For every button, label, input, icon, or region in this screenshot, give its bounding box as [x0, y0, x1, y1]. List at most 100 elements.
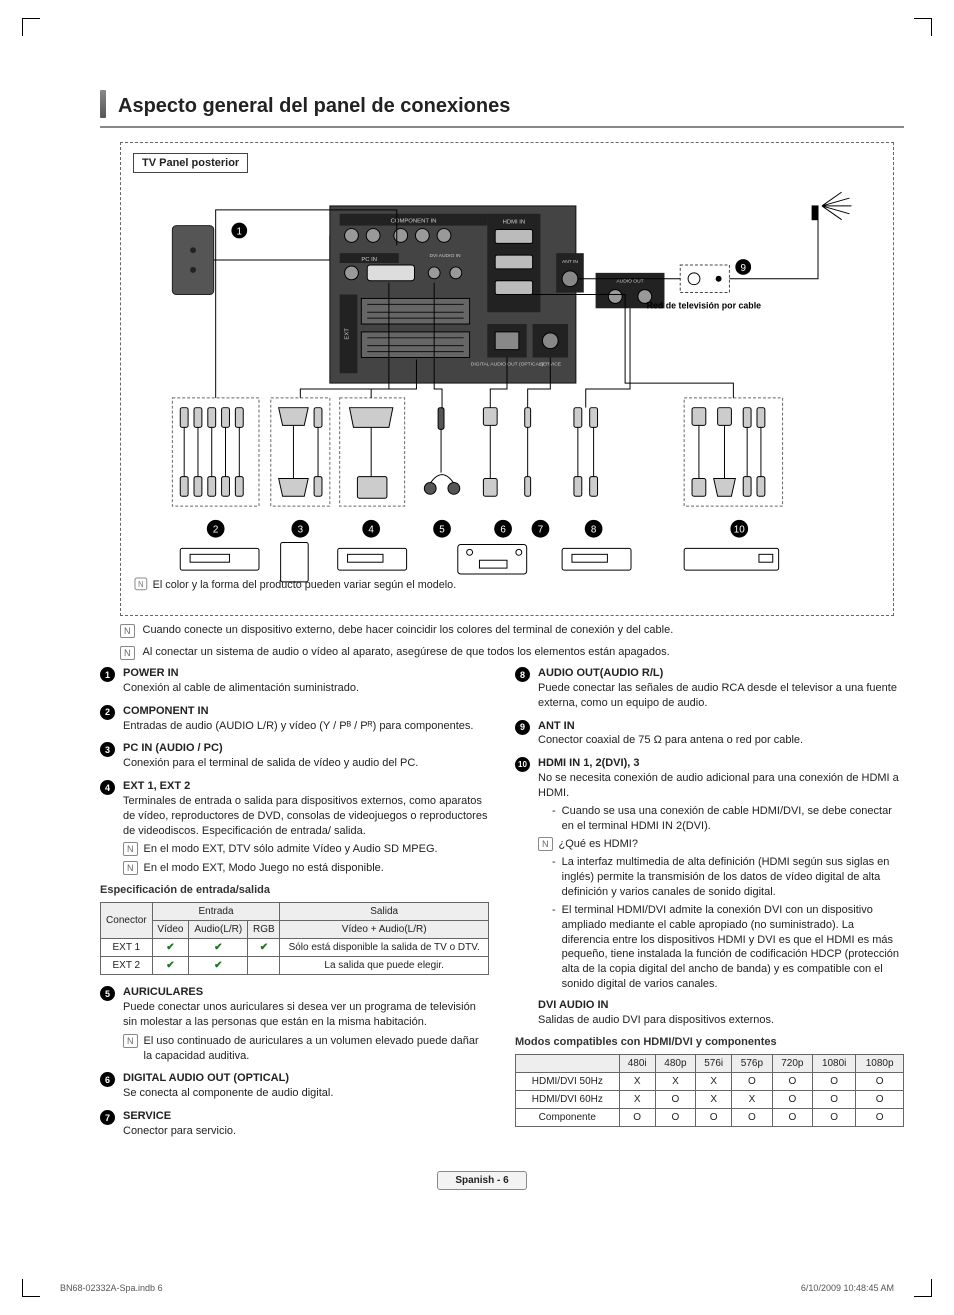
svg-text:6: 6 [500, 525, 506, 536]
item-body: Entradas de audio (AUDIO L/R) y vídeo (Y… [123, 719, 489, 734]
spec-table: Conector Entrada Salida Vídeo Audio(L/R)… [100, 902, 489, 975]
q-note: ¿Qué es HDMI? [559, 837, 638, 852]
footer-file: BN68-02332A-Spa.indb 6 [60, 1283, 163, 1293]
item-title: AUDIO OUT(AUDIO R/L) [538, 666, 904, 681]
item-body: No se necesita conexión de audio adicion… [538, 771, 904, 801]
table-row: ComponenteOOOOOOO [516, 1108, 904, 1126]
crop-mark [914, 1279, 932, 1297]
table-row: EXT 2 ✔ ✔ La salida que puede elegir. [101, 957, 489, 975]
item-title: POWER IN [123, 666, 489, 681]
crop-mark [22, 1279, 40, 1297]
note-icon: N [123, 861, 138, 875]
svg-text:COMPONENT IN: COMPONENT IN [391, 219, 437, 225]
note-text: Cuando conecte un dispositivo externo, d… [143, 624, 674, 636]
svg-text:7: 7 [538, 525, 543, 536]
item-1: 1 POWER IN Conexión al cable de alimenta… [100, 666, 489, 696]
item-8: 8 AUDIO OUT(AUDIO R/L) Puede conectar la… [515, 666, 904, 711]
note-icon: N [538, 837, 553, 851]
left-column: 1 POWER IN Conexión al cable de alimenta… [100, 666, 489, 1147]
svg-text:2: 2 [213, 525, 218, 536]
page-title-row: Aspecto general del panel de conexiones [100, 90, 904, 118]
th: Entrada [152, 903, 280, 921]
note-icon: N [123, 842, 138, 856]
table-row: EXT 1 ✔ ✔ ✔ Sólo está disponible la sali… [101, 939, 489, 957]
svg-text:N: N [138, 580, 144, 589]
subnote: En el modo EXT, DTV sólo admite Vídeo y … [144, 842, 438, 857]
item-body: Conector para servicio. [123, 1124, 489, 1139]
badge-3: 3 [100, 742, 115, 757]
item-title: EXT 1, EXT 2 [123, 779, 489, 794]
badge-8: 8 [515, 667, 530, 682]
modes-table: 480i 480p 576i 576p 720p 1080i 1080p HDM… [515, 1054, 904, 1127]
note-text: Al conectar un sistema de audio o vídeo … [143, 646, 670, 658]
svg-text:9: 9 [740, 263, 745, 274]
print-footer: BN68-02332A-Spa.indb 6 6/10/2009 10:48:4… [60, 1283, 894, 1293]
item-title: COMPONENT IN [123, 704, 489, 719]
top-note-2: N Al conectar un sistema de audio o víde… [120, 646, 904, 660]
item-2: 2 COMPONENT IN Entradas de audio (AUDIO … [100, 704, 489, 734]
badge-7: 7 [100, 1110, 115, 1125]
q-bullet: La interfaz multimedia de alta definició… [562, 855, 904, 900]
note-icon: N [123, 1034, 138, 1048]
th: Vídeo [152, 921, 189, 939]
item-6: 6 DIGITAL AUDIO OUT (OPTICAL) Se conecta… [100, 1071, 489, 1101]
page-title: Aspecto general del panel de conexiones [118, 95, 510, 118]
diagram-svg: 1 COMPONENT IN PC IN DVI AUDIO IN EXT HD… [133, 173, 881, 603]
svg-text:EXT: EXT [345, 328, 351, 340]
svg-text:4: 4 [368, 525, 374, 536]
badge-10: 10 [515, 757, 530, 772]
note-icon: N [120, 624, 135, 638]
top-note-1: N Cuando conecte un dispositivo externo,… [120, 624, 904, 638]
crop-mark [22, 18, 40, 36]
svg-text:3: 3 [298, 525, 304, 536]
item-title: SERVICE [123, 1109, 489, 1124]
table-row: HDMI/DVI 60HzXOXXOOO [516, 1090, 904, 1108]
dvi-body: Salidas de audio DVI para dispositivos e… [538, 1013, 904, 1028]
item-10: 10 HDMI IN 1, 2(DVI), 3 No se necesita c… [515, 756, 904, 1027]
item-title: AURICULARES [123, 985, 489, 1000]
modes-heading: Modos compatibles con HDMI/DVI y compone… [515, 1036, 904, 1048]
q-bullet: El terminal HDMI/DVI admite la conexión … [562, 903, 904, 992]
page-number-tag: Spanish - 6 [437, 1171, 527, 1190]
subnote: En el modo EXT, Modo Juego no está dispo… [144, 861, 384, 876]
item-5: 5 AURICULARES Puede conectar unos auricu… [100, 985, 489, 1063]
item-body: Terminales de entrada o salida para disp… [123, 794, 489, 839]
th: Audio(L/R) [189, 921, 248, 939]
table-row: 480i 480p 576i 576p 720p 1080i 1080p [516, 1054, 904, 1072]
table-row: HDMI/DVI 50HzXXXOOOO [516, 1072, 904, 1090]
svg-text:10: 10 [734, 525, 745, 536]
svg-text:Red de televisión por cable: Red de televisión por cable [647, 300, 762, 310]
svg-text:PC IN: PC IN [361, 257, 377, 263]
item-title: HDMI IN 1, 2(DVI), 3 [538, 756, 904, 771]
badge-2: 2 [100, 705, 115, 720]
item-title: PC IN (AUDIO / PC) [123, 741, 489, 756]
svg-text:ANT IN: ANT IN [562, 259, 578, 265]
th: Salida [280, 903, 489, 921]
item-body: Conector coaxial de 75 Ω para antena o r… [538, 733, 904, 748]
crop-mark [914, 18, 932, 36]
footer-timestamp: 6/10/2009 10:48:45 AM [801, 1283, 894, 1293]
svg-text:El color y la forma del produc: El color y la forma del producto pueden … [153, 579, 457, 591]
svg-text:DVI AUDIO IN: DVI AUDIO IN [429, 253, 461, 259]
dash-note: Cuando se usa una conexión de cable HDMI… [562, 804, 904, 834]
badge-5: 5 [100, 986, 115, 1001]
svg-text:8: 8 [591, 525, 597, 536]
svg-text:AUDIO OUT: AUDIO OUT [616, 279, 643, 285]
item-title: ANT IN [538, 719, 904, 734]
item-4: 4 EXT 1, EXT 2 Terminales de entrada o s… [100, 779, 489, 876]
item-body: Se conecta al componente de audio digita… [123, 1086, 489, 1101]
th: Conector [101, 903, 153, 939]
dvi-title: DVI AUDIO IN [538, 998, 904, 1013]
content-columns: 1 POWER IN Conexión al cable de alimenta… [100, 666, 904, 1147]
item-body: Conexión para el terminal de salida de v… [123, 756, 489, 771]
badge-9: 9 [515, 720, 530, 735]
badge-6: 6 [100, 1072, 115, 1087]
item-body: Conexión al cable de alimentación sumini… [123, 681, 489, 696]
item-3: 3 PC IN (AUDIO / PC) Conexión para el te… [100, 741, 489, 771]
subnote: El uso continuado de auriculares a un vo… [144, 1034, 490, 1064]
badge-4: 4 [100, 780, 115, 795]
th: RGB [248, 921, 280, 939]
item-body: Puede conectar las señales de audio RCA … [538, 681, 904, 711]
title-rule [100, 126, 904, 128]
svg-text:1: 1 [237, 226, 242, 237]
